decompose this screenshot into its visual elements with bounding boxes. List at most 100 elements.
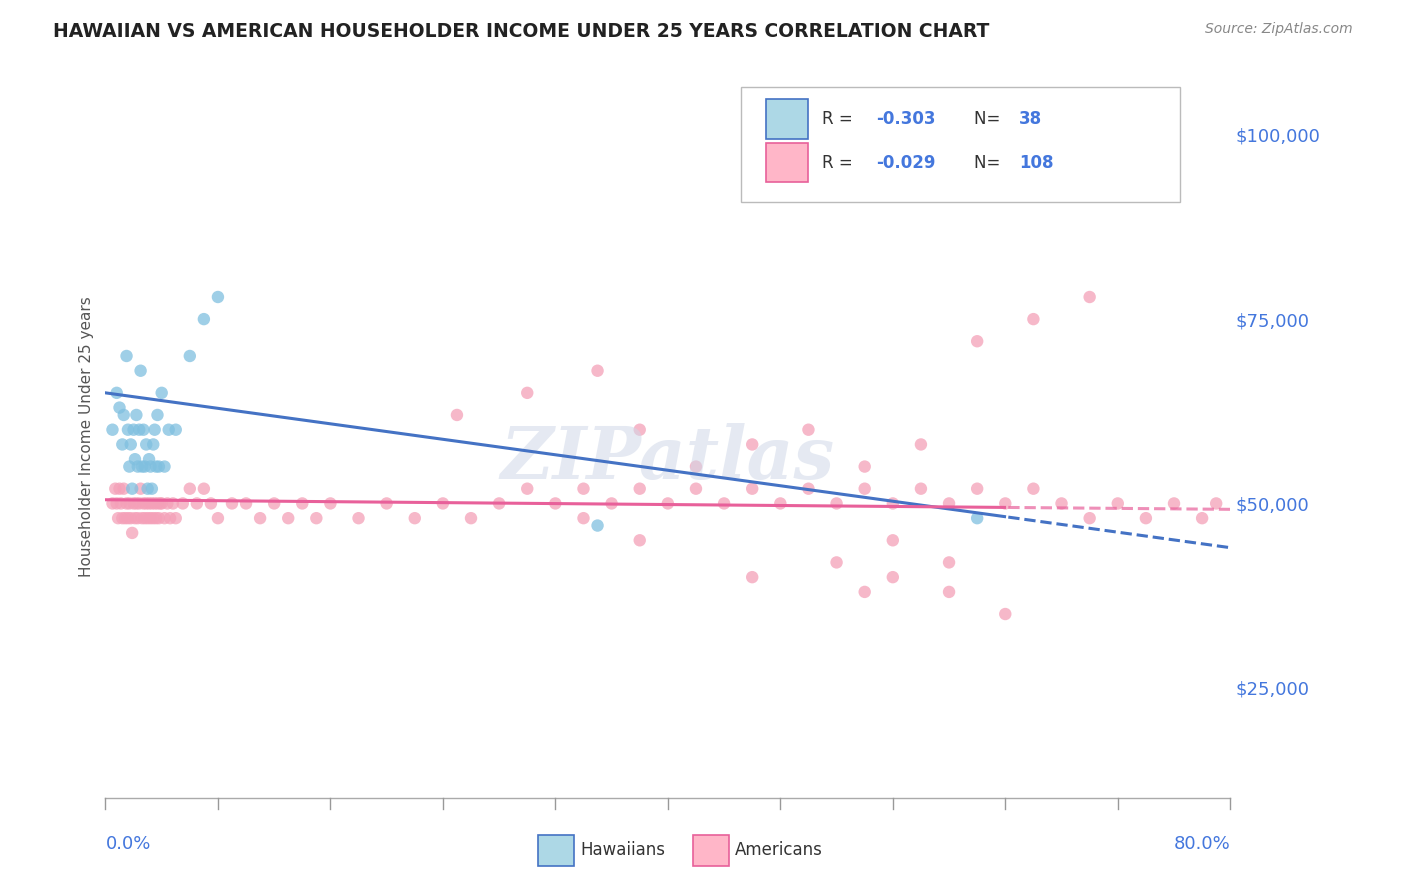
Point — [882, 533, 904, 548]
Point — [713, 496, 735, 510]
Point — [994, 496, 1017, 510]
Point — [141, 482, 163, 496]
Point — [135, 437, 157, 451]
Point — [111, 511, 134, 525]
Text: Americans: Americans — [735, 841, 824, 859]
Point — [128, 423, 150, 437]
FancyBboxPatch shape — [538, 835, 575, 865]
Point — [291, 496, 314, 510]
Point — [122, 496, 145, 510]
Point — [586, 364, 609, 378]
Point — [305, 511, 328, 525]
Point — [143, 496, 166, 510]
Point — [1050, 496, 1073, 510]
Text: 0.0%: 0.0% — [105, 835, 150, 854]
Point — [108, 482, 131, 496]
Point — [172, 496, 194, 510]
Point — [938, 556, 960, 570]
Text: ZIPatlas: ZIPatlas — [501, 424, 835, 494]
Point — [853, 482, 876, 496]
Point — [853, 585, 876, 599]
Point — [136, 511, 159, 525]
Point — [131, 459, 153, 474]
Point — [544, 496, 567, 510]
Y-axis label: Householder Income Under 25 years: Householder Income Under 25 years — [79, 297, 94, 577]
Point — [142, 511, 165, 525]
Point — [193, 482, 215, 496]
Point — [966, 511, 988, 525]
Point — [966, 334, 988, 349]
Point — [145, 511, 167, 525]
Point — [132, 496, 155, 510]
Point — [105, 385, 128, 400]
Point — [112, 482, 135, 496]
Point — [148, 459, 170, 474]
Point — [882, 570, 904, 584]
Point — [193, 312, 215, 326]
Point — [460, 511, 482, 525]
Point — [153, 511, 176, 525]
Point — [207, 290, 229, 304]
Point — [628, 482, 651, 496]
Point — [1022, 312, 1045, 326]
Point — [375, 496, 398, 510]
Point — [741, 482, 763, 496]
Point — [159, 511, 181, 525]
Point — [1205, 496, 1227, 510]
Point — [1078, 511, 1101, 525]
Point — [1107, 496, 1129, 510]
Point — [825, 556, 848, 570]
Point — [150, 496, 173, 510]
Point — [150, 385, 173, 400]
Point — [277, 511, 299, 525]
Point — [165, 511, 187, 525]
Point — [235, 496, 257, 510]
Point — [910, 482, 932, 496]
Point — [101, 423, 124, 437]
Point — [207, 511, 229, 525]
Point — [107, 511, 129, 525]
Point — [179, 349, 201, 363]
Point — [685, 459, 707, 474]
Point — [165, 423, 187, 437]
Point — [685, 482, 707, 496]
Point — [1022, 482, 1045, 496]
Point — [136, 482, 159, 496]
Point — [146, 408, 169, 422]
Point — [628, 423, 651, 437]
Point — [124, 511, 146, 525]
Point — [162, 496, 184, 510]
Point — [825, 496, 848, 510]
Point — [319, 496, 342, 510]
Point — [797, 423, 820, 437]
Point — [628, 533, 651, 548]
Point — [263, 496, 285, 510]
Point — [117, 511, 139, 525]
Point — [994, 607, 1017, 621]
Point — [138, 452, 160, 467]
Point — [138, 496, 160, 510]
Point — [186, 496, 208, 510]
Point — [938, 496, 960, 510]
Text: Hawaiians: Hawaiians — [581, 841, 665, 859]
Point — [146, 496, 169, 510]
Point — [572, 482, 595, 496]
Point — [797, 482, 820, 496]
Text: Source: ZipAtlas.com: Source: ZipAtlas.com — [1205, 22, 1353, 37]
Point — [127, 511, 149, 525]
Point — [938, 585, 960, 599]
Point — [104, 482, 127, 496]
Point — [179, 482, 201, 496]
Point — [105, 496, 128, 510]
Text: 108: 108 — [1019, 153, 1053, 171]
Point — [488, 496, 510, 510]
Point — [117, 423, 139, 437]
Text: -0.303: -0.303 — [876, 111, 935, 128]
Point — [121, 525, 143, 540]
FancyBboxPatch shape — [741, 87, 1180, 202]
Point — [741, 437, 763, 451]
Point — [221, 496, 243, 510]
Text: HAWAIIAN VS AMERICAN HOUSEHOLDER INCOME UNDER 25 YEARS CORRELATION CHART: HAWAIIAN VS AMERICAN HOUSEHOLDER INCOME … — [53, 22, 990, 41]
FancyBboxPatch shape — [693, 835, 728, 865]
Point — [132, 423, 155, 437]
